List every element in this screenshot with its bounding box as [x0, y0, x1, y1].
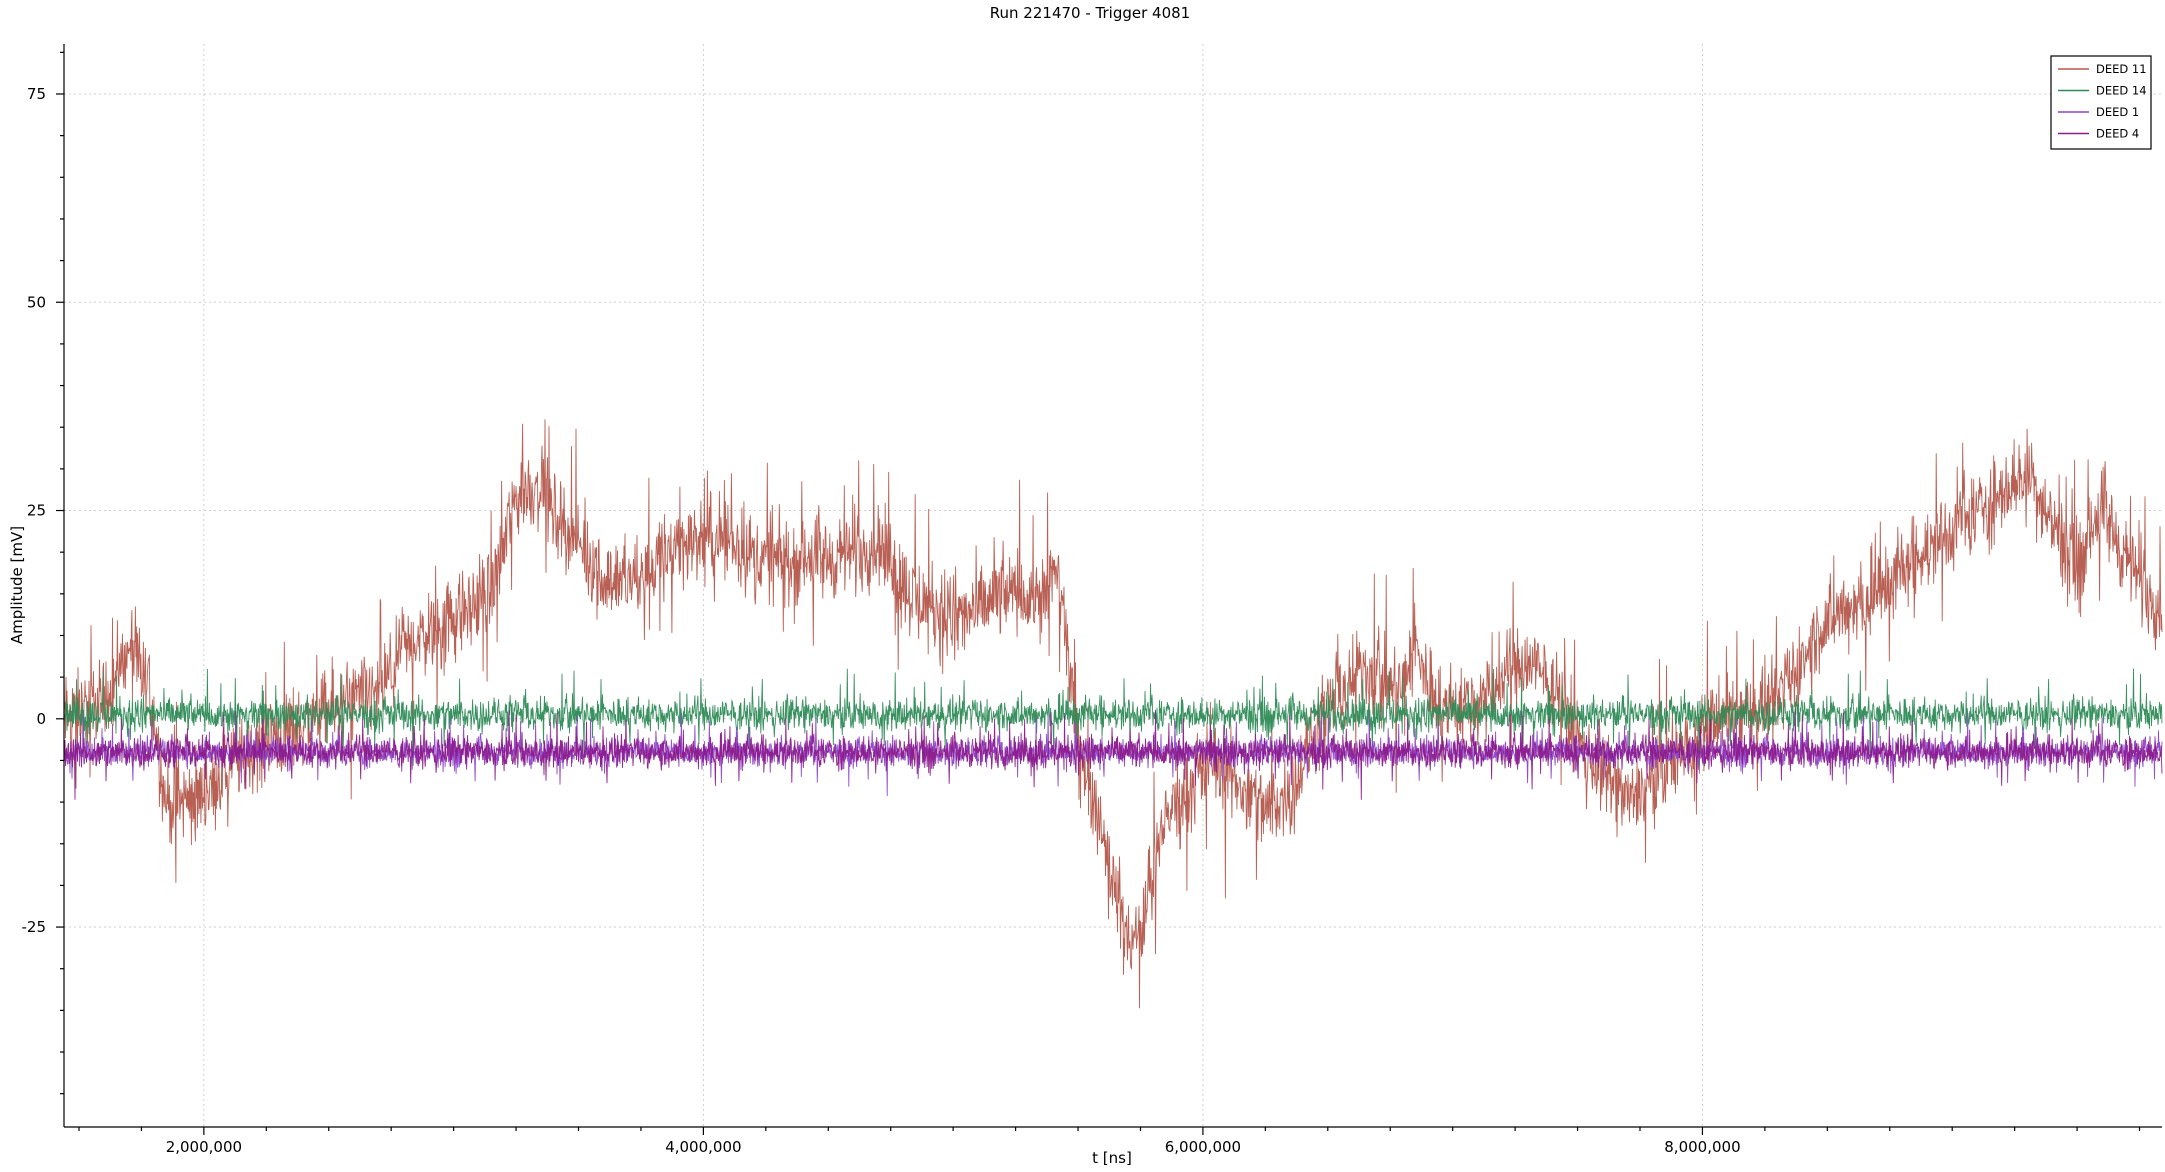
y-tick-label-4: 75	[27, 85, 46, 103]
y-tick-label-0: -25	[22, 918, 47, 936]
x-tick-label-1: 4,000,000	[665, 1138, 741, 1156]
y-tick-label-2: 25	[27, 502, 46, 520]
y-tick-label-1: 0	[36, 710, 46, 728]
grid	[64, 44, 2162, 1127]
series-line-deed-4	[63, 709, 2163, 800]
series-line-deed-14	[63, 668, 2163, 766]
series-group	[63, 419, 2163, 1009]
legend: DEED 11 DEED 14 DEED 1 DEED 4	[2050, 55, 2152, 150]
legend-label-2: DEED 1	[2096, 105, 2139, 119]
axes: 2,000,000 4,000,000 6,000,000 8,000,000 -25 0…	[22, 44, 2162, 1156]
x-axis-label: t [ns]	[1092, 1149, 1132, 1167]
x-tick-label-0: 2,000,000	[166, 1138, 242, 1156]
y-tick-label-3: 50	[27, 293, 46, 311]
x-tick-label-3: 8,000,000	[1664, 1138, 1740, 1156]
legend-label-3: DEED 4	[2096, 127, 2139, 141]
y-axis-label: Amplitude [mV]	[8, 526, 26, 644]
legend-label-1: DEED 14	[2096, 84, 2147, 98]
chart-title: Run 221470 - Trigger 4081	[990, 4, 1190, 22]
legend-label-0: DEED 11	[2096, 62, 2147, 76]
x-tick-label-2: 6,000,000	[1165, 1138, 1241, 1156]
series-line-deed-11	[63, 419, 2163, 1009]
